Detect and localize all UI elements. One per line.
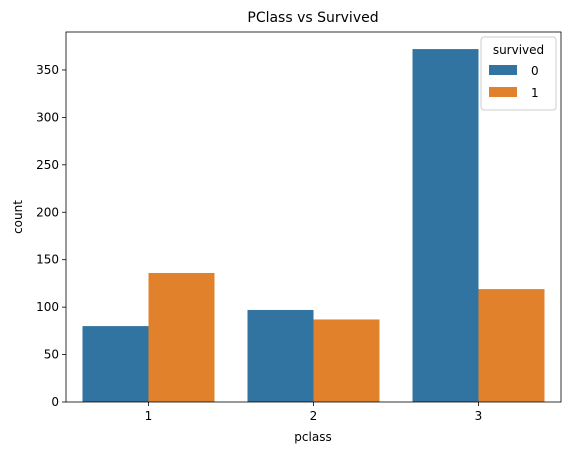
bar-class-2-survived-0 [247,309,314,402]
y-tick-label: 250 [36,158,59,172]
legend-swatch-1 [489,87,517,97]
axes: 1 2 3 0 50 100 150 200 250 300 350 [36,31,562,423]
bar-class-3-survived-1 [478,289,545,402]
legend-swatch-0 [489,65,517,75]
bar-class-3-survived-0 [412,49,479,402]
y-tick-label: 100 [36,300,59,314]
y-tick-label: 200 [36,205,59,219]
legend-label-1: 1 [531,86,539,100]
bar-class-1-survived-1 [148,272,215,402]
bar-class-2-survived-1 [313,319,380,402]
y-tick-label: 300 [36,110,59,124]
x-tick-label: 2 [310,409,318,423]
legend: survived 0 1 [480,36,557,111]
x-tick-label: 1 [145,409,153,423]
y-tick-label: 50 [44,348,59,362]
y-tick-label: 150 [36,253,59,267]
y-tick-label: 350 [36,63,59,77]
bars [82,49,545,402]
chart-title: PClass vs Survived [247,10,378,26]
x-tick-label: 3 [475,409,483,423]
plot-frame [65,31,562,403]
legend-label-0: 0 [531,64,539,78]
legend-title: survived [493,43,544,57]
bar-class-1-survived-0 [82,326,149,402]
x-axis-label: pclass [294,430,331,444]
y-axis-label: count [11,200,25,234]
y-tick-label: 0 [51,395,59,409]
